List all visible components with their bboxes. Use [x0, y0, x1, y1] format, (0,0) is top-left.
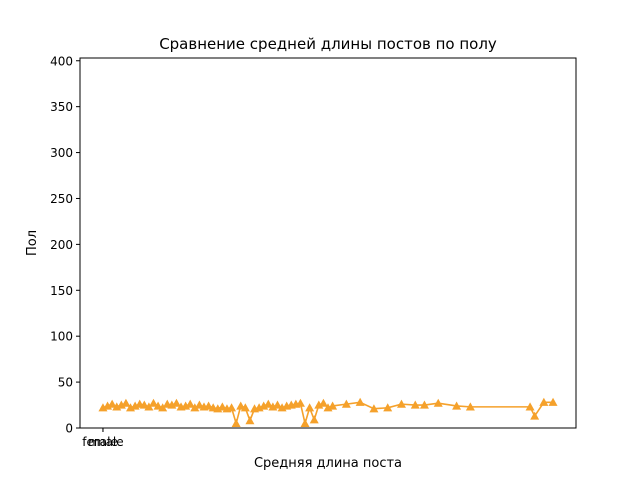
data-point: [300, 418, 310, 428]
data-point: [121, 398, 131, 407]
data-point: [452, 401, 462, 410]
data-point: [396, 399, 406, 408]
chart-title: Сравнение средней длины постов по полу: [159, 35, 497, 53]
data-point: [158, 403, 168, 412]
data-point: [369, 404, 379, 413]
y-axis-label: Пол: [25, 230, 40, 256]
y-tick-label: 200: [50, 238, 73, 252]
y-tick-label: 150: [50, 284, 73, 298]
data-point: [419, 400, 429, 409]
data-point: [144, 402, 154, 411]
data-point: [240, 403, 250, 412]
data-point: [318, 398, 328, 407]
plot-frame: [79, 57, 577, 429]
data-point: [245, 416, 255, 425]
data-point: [272, 400, 282, 409]
data-point: [227, 403, 237, 412]
x-tick-label-male: male: [88, 435, 118, 449]
data-point: [548, 397, 558, 406]
data-point: [263, 399, 273, 408]
y-tick-label: 250: [50, 192, 73, 206]
x-axis-label: Средняя длина поста: [254, 456, 402, 471]
x-tick-label-female: female: [82, 435, 123, 449]
data-point: [305, 403, 315, 412]
data-point: [525, 402, 535, 411]
data-point: [341, 399, 351, 408]
data-point: [530, 411, 540, 420]
data-point: [190, 403, 200, 412]
data-point: [355, 397, 365, 406]
y-tick-label: 0: [65, 422, 73, 436]
y-tick-label: 400: [50, 54, 73, 68]
data-point: [295, 398, 305, 407]
y-tick-label: 350: [50, 100, 73, 114]
y-tick-label: 50: [58, 376, 73, 390]
data-point: [433, 398, 443, 407]
series-layer: [98, 397, 558, 428]
data-point: [171, 398, 181, 407]
data-point: [107, 399, 117, 408]
y-tick-label: 300: [50, 146, 73, 160]
data-point: [410, 400, 420, 409]
data-point: [309, 415, 319, 424]
data-point: [148, 398, 158, 407]
data-point: [185, 399, 195, 408]
data-point: [231, 418, 241, 428]
y-axis: 0 50 100 150 200 250 300 350 400: [50, 54, 80, 436]
data-point: [383, 403, 393, 412]
data-point: [465, 402, 475, 411]
y-tick-label: 100: [50, 330, 73, 344]
data-point: [539, 397, 549, 406]
data-point: [328, 401, 338, 410]
